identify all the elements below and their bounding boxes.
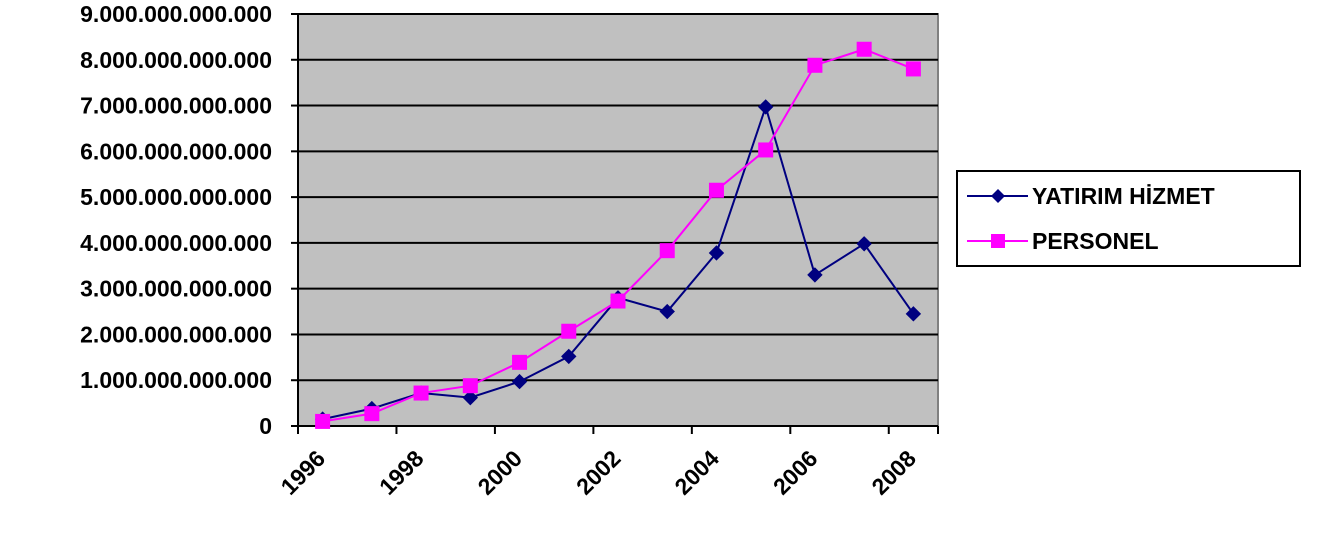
- data-point: [364, 406, 380, 422]
- plot-background: [297, 13, 939, 427]
- y-tick-label: 2.000.000.000.000: [80, 321, 272, 347]
- x-axis: 1996 1998 2000 2002 2004 2006 2008: [276, 425, 939, 500]
- y-tick-label: 4.000.000.000.000: [80, 230, 272, 256]
- x-tick-label: 2004: [669, 445, 724, 500]
- data-point: [758, 142, 774, 158]
- y-tick-label: 6.000.000.000.000: [80, 138, 272, 164]
- y-tick-label: 8.000.000.000.000: [80, 47, 272, 73]
- legend-label: YATIRIM HİZMET: [1032, 183, 1215, 209]
- data-point: [512, 354, 528, 370]
- data-point: [462, 378, 478, 394]
- x-tick-label: 2000: [473, 445, 528, 500]
- x-tick-label: 2002: [571, 445, 626, 500]
- data-point: [659, 303, 675, 320]
- series-2: [315, 41, 921, 429]
- legend-label: PERSONEL: [1032, 228, 1159, 254]
- data-point: [856, 41, 872, 57]
- data-point: [561, 323, 577, 339]
- data-point: [610, 293, 626, 309]
- data-point: [462, 389, 479, 406]
- y-tick-label: 9.000.000.000.000: [80, 1, 272, 27]
- data-point: [856, 236, 872, 252]
- y-tick-label: 5.000.000.000.000: [80, 184, 272, 210]
- data-point: [807, 267, 823, 283]
- data-point: [708, 245, 725, 261]
- y-tick-label: 7.000.000.000.000: [80, 93, 272, 119]
- data-point: [807, 57, 823, 73]
- data-point: [315, 413, 331, 429]
- y-tick-label: 0: [259, 413, 272, 439]
- data-point: [511, 373, 528, 390]
- legend-box: [956, 170, 1301, 267]
- legend-marker: [991, 234, 1005, 248]
- data-point: [757, 99, 774, 115]
- data-point: [561, 348, 577, 365]
- x-tick-label: 2008: [866, 445, 921, 500]
- y-axis: 0 1.000.000.000.000 2.000.000.000.000 3.000…: [80, 1, 299, 439]
- legend: YATIRIM HİZMET PERSONEL: [956, 170, 1301, 267]
- data-point: [905, 306, 922, 322]
- x-tick-label: 1998: [374, 445, 429, 500]
- y-tick-label: 1.000.000.000.000: [80, 367, 272, 393]
- x-tick-label: 1996: [276, 445, 331, 500]
- series-layer: [314, 41, 922, 429]
- legend-marker: [991, 189, 1005, 203]
- x-tick-label: 2006: [768, 445, 823, 500]
- plot-area: [297, 13, 939, 427]
- data-point: [413, 385, 429, 401]
- data-point: [905, 61, 921, 77]
- data-point: [708, 182, 724, 198]
- data-point: [659, 243, 675, 259]
- y-tick-label: 3.000.000.000.000: [80, 276, 272, 302]
